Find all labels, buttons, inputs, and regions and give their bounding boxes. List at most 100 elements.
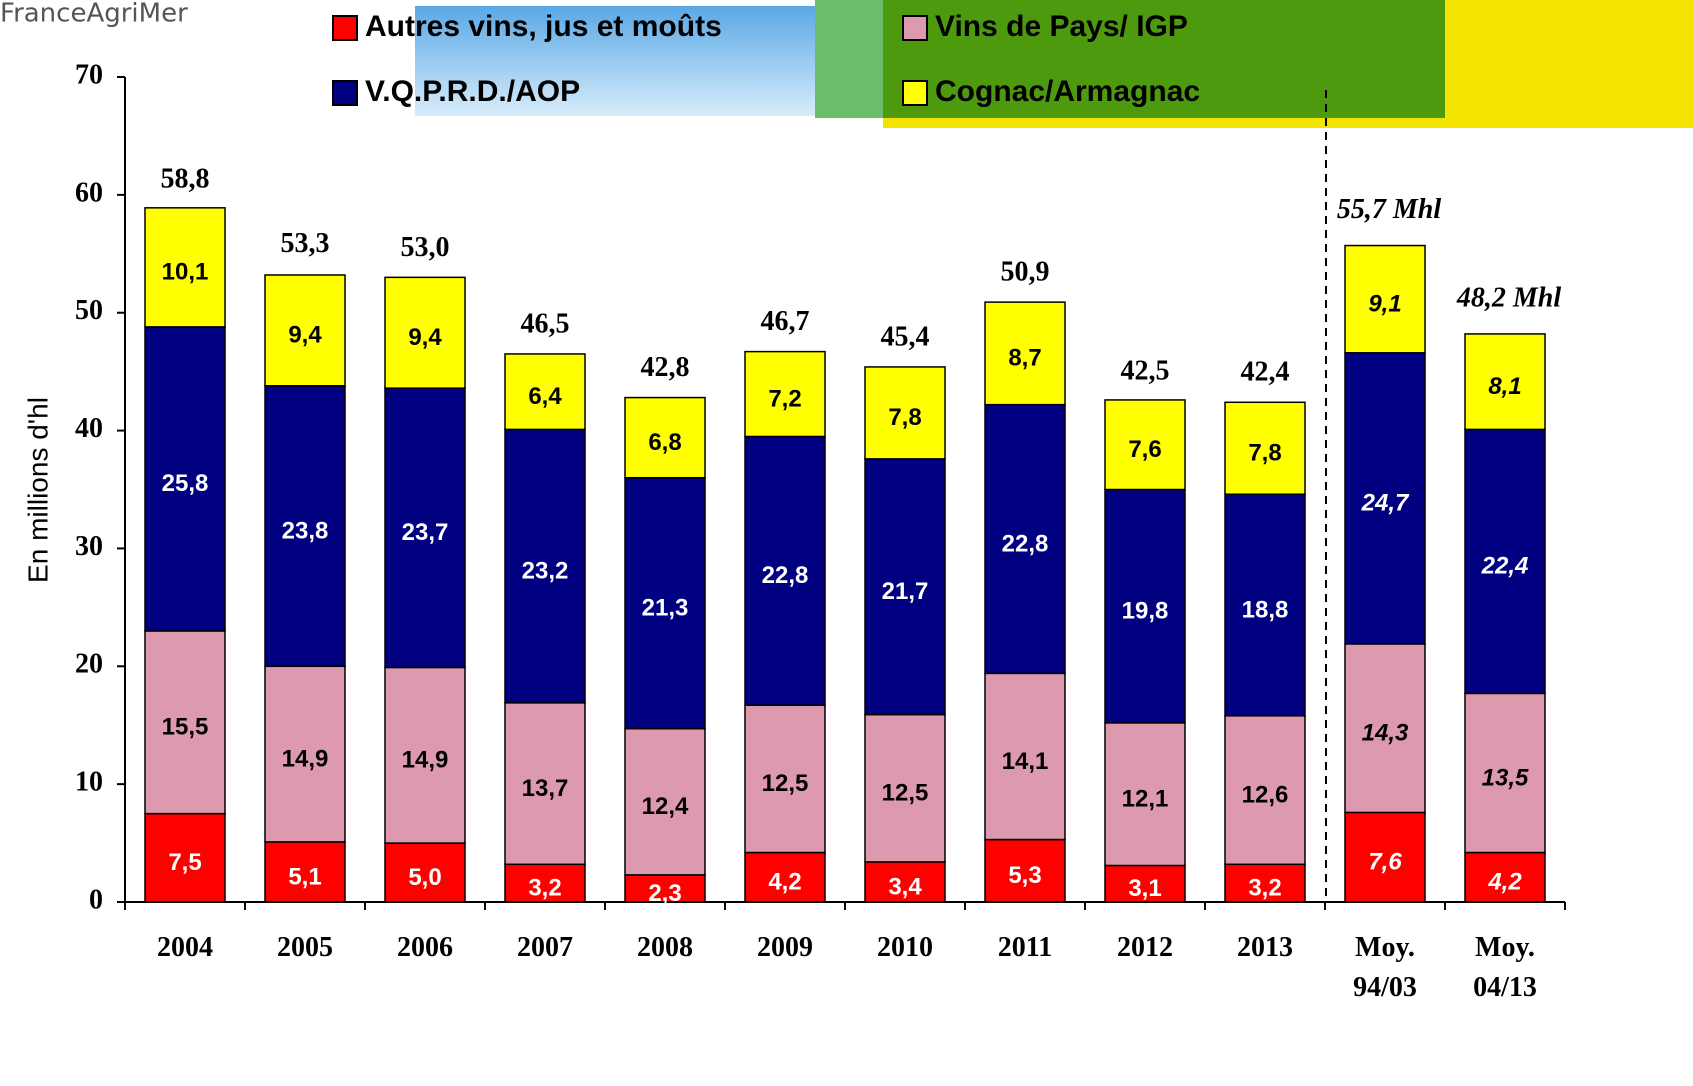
legend-swatch — [902, 80, 928, 106]
total-label: 46,5 — [521, 308, 570, 339]
x-tick-label-line: 2012 — [1117, 932, 1173, 963]
bar-segment — [744, 350, 826, 438]
legend-label: Cognac/Armagnac — [935, 75, 1200, 108]
x-tick-label: 2005 — [277, 932, 333, 963]
data-label: 12,5 — [882, 780, 929, 807]
x-tick-label-line: 94/03 — [1353, 972, 1417, 1003]
data-label: 12,4 — [642, 793, 689, 820]
x-tick-label: 2012 — [1117, 932, 1173, 963]
y-tick-label: 20 — [75, 649, 103, 680]
data-label: 4,2 — [768, 869, 801, 896]
data-label: 13,5 — [1482, 764, 1529, 791]
bar-segment — [384, 387, 466, 669]
data-label: 3,2 — [528, 874, 561, 901]
data-label: 22,8 — [762, 562, 809, 589]
bar-segment — [1104, 722, 1186, 867]
data-label: 7,5 — [168, 849, 201, 876]
legend-background — [415, 6, 815, 116]
bar-segment — [264, 274, 346, 387]
bar-segment — [1464, 333, 1546, 431]
bar-segment — [504, 428, 586, 704]
data-label: 3,4 — [888, 873, 922, 900]
bar-segment — [1104, 399, 1186, 491]
data-label: 7,6 — [1368, 849, 1402, 876]
total-label: 45,4 — [881, 321, 930, 352]
y-tick-label: 10 — [75, 767, 103, 798]
bar-segment — [1344, 811, 1426, 903]
bar-segment — [1104, 864, 1186, 903]
data-label: 22,4 — [1481, 553, 1529, 580]
bar-segment — [1464, 428, 1546, 695]
x-tick-label-line: Moy. — [1475, 932, 1535, 963]
total-label: 58,8 — [161, 163, 210, 194]
data-label: 7,2 — [768, 385, 801, 412]
x-tick-label-line: 2011 — [998, 932, 1052, 963]
legend-swatch — [332, 80, 358, 106]
x-tick-label: 2011 — [998, 932, 1052, 963]
data-label: 21,7 — [882, 578, 929, 605]
bar-segment — [504, 863, 586, 903]
bar-segment — [1464, 692, 1546, 854]
bar-segment — [144, 326, 226, 632]
data-label: 12,6 — [1242, 781, 1289, 808]
data-label: 23,8 — [282, 517, 329, 544]
bar-segment — [864, 713, 946, 863]
logo: FranceAgriMer — [0, 0, 188, 29]
data-label: 12,1 — [1122, 786, 1169, 813]
data-label: 14,1 — [1002, 748, 1049, 775]
data-label: 6,8 — [648, 429, 681, 456]
y-tick-label: 30 — [75, 531, 103, 562]
legend-label: V.Q.P.R.D./AOP — [365, 75, 580, 108]
bar-segment — [264, 385, 346, 668]
bar-segment — [624, 874, 706, 903]
bar-segment — [1104, 488, 1186, 724]
x-tick-label-line: 2005 — [277, 932, 333, 963]
data-label: 14,9 — [402, 747, 449, 774]
legend-label: Autres vins, jus et moûts — [365, 10, 722, 43]
total-label: 48,2 Mhl — [1456, 282, 1561, 313]
data-label: 14,9 — [282, 745, 329, 772]
y-tick-label: 50 — [75, 295, 103, 326]
data-label: 3,2 — [1248, 874, 1281, 901]
legend-swatch — [902, 15, 928, 41]
data-label: 18,8 — [1242, 596, 1289, 623]
x-tick-label: 2006 — [397, 932, 453, 963]
total-label: 55,7 Mhl — [1337, 194, 1441, 225]
bar-segment — [144, 207, 226, 328]
data-label: 9,1 — [1368, 291, 1401, 318]
x-tick-label-line: 2009 — [757, 932, 813, 963]
legend-swatch — [332, 15, 358, 41]
data-label: 23,7 — [402, 519, 449, 546]
data-label: 12,5 — [762, 770, 809, 797]
x-tick-label-line: 2006 — [397, 932, 453, 963]
bar-segment — [984, 672, 1066, 841]
data-label: 9,4 — [408, 324, 442, 351]
data-label: 25,8 — [162, 470, 209, 497]
data-label: 5,3 — [1008, 862, 1041, 889]
bar-segment — [984, 838, 1066, 903]
x-tick-label: 2009 — [757, 932, 813, 963]
data-label: 5,0 — [408, 864, 441, 891]
total-label: 42,8 — [641, 352, 690, 383]
y-axis-label: En millions d'hl — [22, 397, 53, 583]
x-tick-label-line: 2008 — [637, 932, 693, 963]
bar-segment — [384, 666, 466, 844]
x-tick-label: Moy. 04/13 — [1473, 932, 1537, 1003]
bar-segment — [264, 841, 346, 903]
x-tick-label: 2013 — [1237, 932, 1293, 963]
bar-segment — [384, 276, 466, 389]
data-label: 2,3 — [648, 880, 681, 907]
bar-segment — [864, 458, 946, 716]
x-tick-label-line: 2010 — [877, 932, 933, 963]
data-label: 23,2 — [522, 557, 569, 584]
data-label: 19,8 — [1122, 598, 1169, 625]
legend-label: Vins de Pays/ IGP — [935, 10, 1188, 43]
y-tick-label: 0 — [89, 884, 103, 915]
data-label: 8,7 — [1008, 345, 1041, 372]
data-label: 22,8 — [1002, 530, 1049, 557]
bar-segment — [1344, 244, 1426, 354]
bar-segment — [984, 403, 1066, 675]
total-label: 42,4 — [1241, 357, 1290, 388]
x-tick-label: 2008 — [637, 932, 693, 963]
